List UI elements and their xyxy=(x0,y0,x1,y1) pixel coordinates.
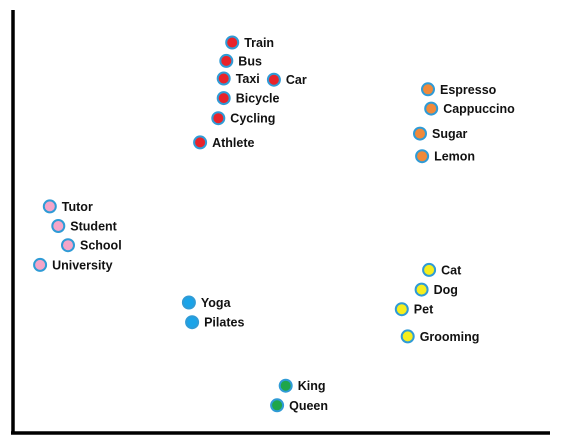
point-label-car: Car xyxy=(286,73,307,87)
point-label-student: Student xyxy=(70,220,117,234)
point-label-pilates: Pilates xyxy=(204,316,244,330)
point-university xyxy=(33,257,48,272)
point-label-yoga: Yoga xyxy=(201,296,232,310)
point-label-sugar: Sugar xyxy=(432,127,468,141)
point-label-grooming: Grooming xyxy=(420,330,480,344)
point-train xyxy=(225,35,240,50)
point-label-cappuccino: Cappuccino xyxy=(443,102,515,116)
point-cat xyxy=(422,262,437,277)
point-queen xyxy=(270,398,285,413)
point-label-train: Train xyxy=(244,36,274,50)
point-label-bus: Bus xyxy=(238,54,262,68)
point-tutor xyxy=(42,199,57,214)
point-car xyxy=(266,72,281,87)
point-sugar xyxy=(413,126,427,141)
point-label-pet: Pet xyxy=(414,303,434,317)
point-label-taxi: Taxi xyxy=(236,72,260,86)
point-lemon xyxy=(415,149,430,164)
point-student xyxy=(51,219,66,233)
point-label-espresso: Espresso xyxy=(440,83,497,97)
point-taxi xyxy=(216,71,231,86)
point-dog xyxy=(414,282,429,297)
point-espresso xyxy=(421,82,435,97)
point-cappuccino xyxy=(424,101,439,116)
point-bus xyxy=(219,53,234,68)
point-label-cat: Cat xyxy=(441,263,462,277)
point-athlete xyxy=(193,135,208,150)
point-label-queen: Queen xyxy=(289,399,328,413)
point-label-athlete: Athlete xyxy=(212,136,254,150)
point-label-school: School xyxy=(80,239,122,253)
point-label-king: King xyxy=(298,379,326,393)
point-yoga xyxy=(181,295,196,310)
point-cycling xyxy=(211,111,226,126)
point-pilates xyxy=(185,315,200,330)
data-points: Train Bus Taxi Car Bicycle Cycling Athlete Espr… xyxy=(33,35,515,413)
point-label-lemon: Lemon xyxy=(434,150,475,164)
point-label-cycling: Cycling xyxy=(230,112,275,126)
point-grooming xyxy=(400,329,415,344)
point-label-bicycle: Bicycle xyxy=(236,92,280,106)
point-label-tutor: Tutor xyxy=(62,200,93,214)
point-king xyxy=(278,378,293,393)
point-bicycle xyxy=(216,91,231,106)
point-pet xyxy=(394,302,409,317)
point-label-university: University xyxy=(52,258,112,272)
point-label-dog: Dog xyxy=(434,283,458,297)
point-school xyxy=(61,238,75,253)
